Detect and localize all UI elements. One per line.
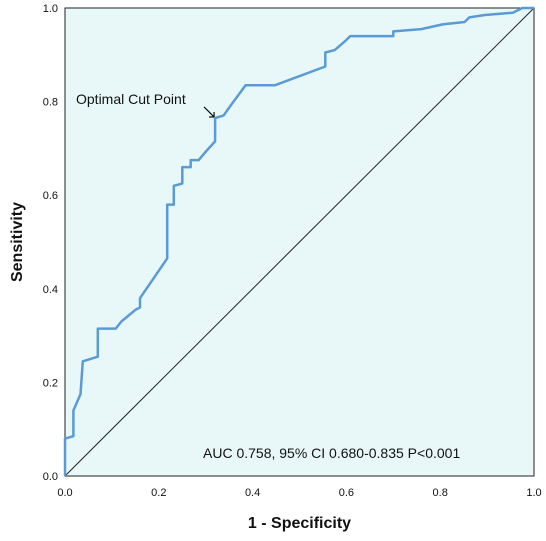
x-tick-label: 0.2 xyxy=(151,487,166,499)
y-tick-label: 0.8 xyxy=(43,97,58,109)
reference-diagonal-line xyxy=(64,7,535,477)
y-axis-title: Sensitivity xyxy=(9,202,26,282)
x-tick-label: 0.6 xyxy=(339,487,354,499)
y-tick-label: 0.0 xyxy=(43,471,58,483)
optimal-cut-point-arrow xyxy=(203,106,215,118)
y-tick-label: 0.4 xyxy=(43,284,58,296)
x-tick-label: 0.8 xyxy=(433,487,448,499)
y-tick-label: 0.2 xyxy=(43,377,58,389)
optimal-cut-point-label: Optimal Cut Point xyxy=(76,91,186,107)
x-axis-title: 1 - Specificity xyxy=(248,515,351,532)
y-tick-label: 0.6 xyxy=(43,190,58,202)
x-tick-label: 0.0 xyxy=(57,487,72,499)
x-tick-label: 1.0 xyxy=(526,487,541,499)
auc-annotation: AUC 0.758, 95% CI 0.680-0.835 P<0.001 xyxy=(203,445,460,461)
y-axis-ticks: 0.0 0.2 0.4 0.6 0.8 1.0 xyxy=(43,3,58,483)
y-tick-label: 1.0 xyxy=(43,3,58,15)
roc-curve xyxy=(63,6,534,476)
x-axis-ticks: 0.0 0.2 0.4 0.6 0.8 1.0 xyxy=(57,487,541,499)
x-tick-label: 0.4 xyxy=(245,487,260,499)
